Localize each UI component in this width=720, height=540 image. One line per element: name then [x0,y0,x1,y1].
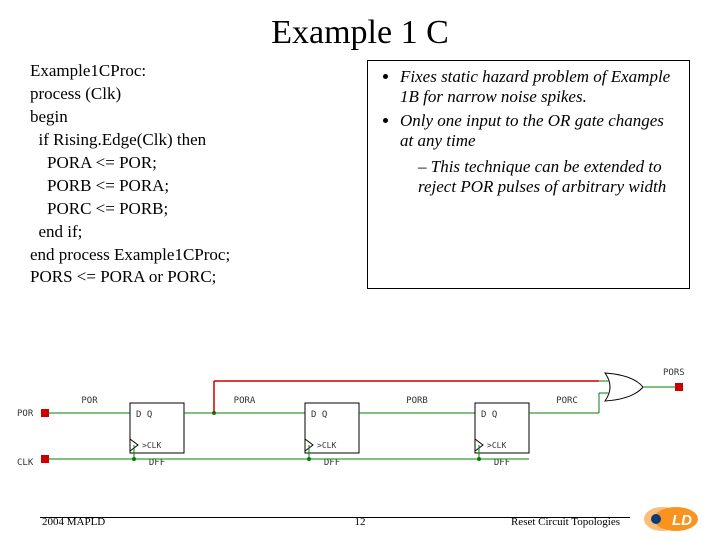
svg-text:D Q: D Q [136,410,152,420]
svg-text:>CLK: >CLK [317,441,336,450]
slide: Example 1 C Example1CProc: process (Clk)… [0,0,720,540]
bullets-box: Fixes static hazard problem of Example 1… [367,60,690,289]
bullet-list: Fixes static hazard problem of Example 1… [378,67,679,197]
sub-bullet-list: This technique can be extended to reject… [400,157,679,197]
code-line: PORS <= PORA or PORC; [30,267,216,286]
code-block: Example1CProc: process (Clk) begin if Ri… [30,60,345,289]
logo: LD [642,506,702,532]
svg-text:D Q: D Q [311,410,327,420]
page-title: Example 1 C [0,0,720,60]
svg-text:PORB: PORB [406,396,428,406]
content-row: Example1CProc: process (Clk) begin if Ri… [0,60,720,289]
svg-text:PORC: PORC [556,396,578,406]
circuit-diagram: PORCLKD QDFF>CLKPORD QDFF>CLKPORAD QDFF>… [15,365,705,480]
bullet-item: Only one input to the OR gate changes at… [400,111,679,197]
code-line: PORB <= PORA; [30,176,169,195]
code-line: PORC <= PORB; [30,199,168,218]
svg-text:LD: LD [672,512,692,529]
svg-text:PORA: PORA [234,396,256,406]
svg-text:>CLK: >CLK [142,441,161,450]
bullet-item: Fixes static hazard problem of Example 1… [400,67,679,107]
svg-text:D Q: D Q [481,410,497,420]
code-line: if Rising.Edge(Clk) then [30,130,206,149]
code-line: process (Clk) [30,84,121,103]
svg-text:>CLK: >CLK [487,441,506,450]
footer-right: Reset Circuit Topologies [511,516,620,528]
code-line: PORA <= POR; [30,153,157,172]
sub-bullet-item: This technique can be extended to reject… [418,157,679,197]
bullet-text: Only one input to the OR gate changes at… [400,111,664,150]
svg-text:POR: POR [81,396,98,406]
svg-text:CLK: CLK [17,458,34,468]
svg-text:PORS: PORS [663,368,685,378]
code-line: Example1CProc: [30,61,146,80]
code-line: begin [30,107,68,126]
code-line: end if; [30,222,82,241]
svg-text:POR: POR [17,409,34,419]
code-line: end process Example1CProc; [30,245,230,264]
